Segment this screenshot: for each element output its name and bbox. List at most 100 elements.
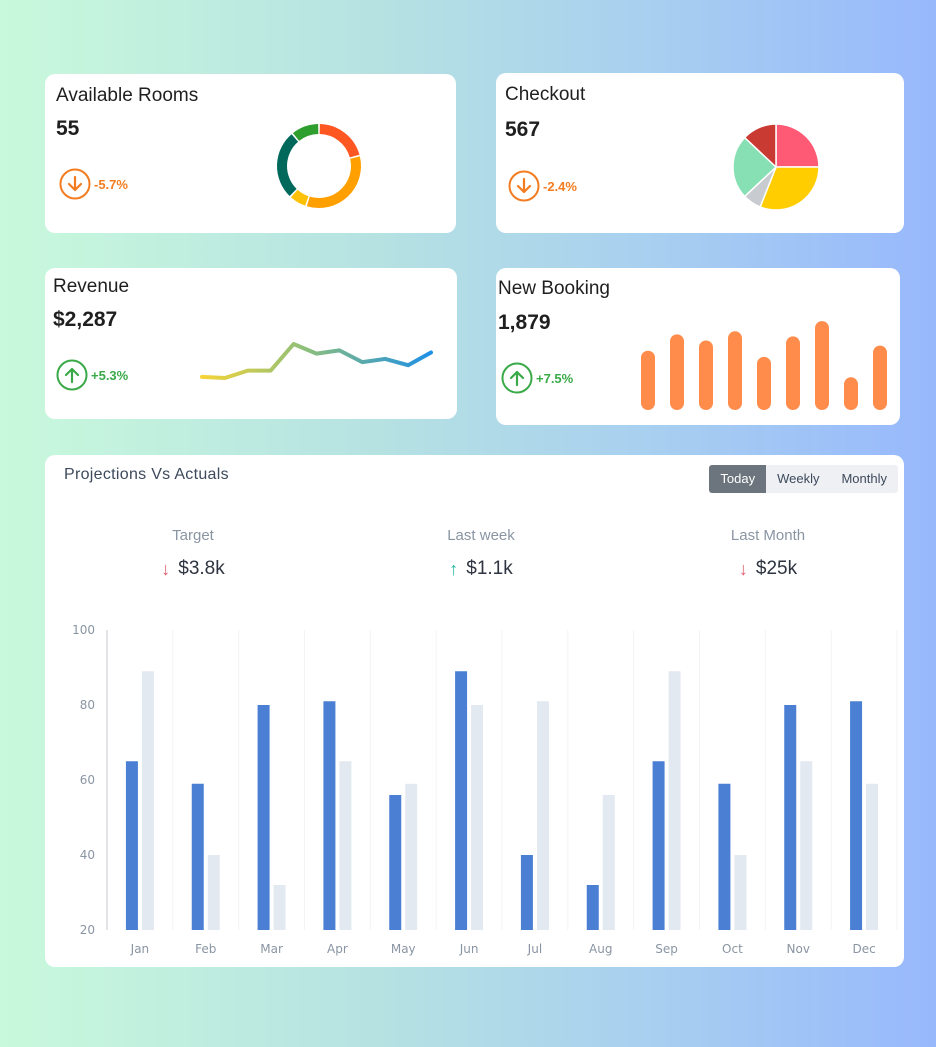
booking-bar-5 — [786, 336, 800, 410]
booking-bar-3 — [728, 331, 742, 410]
revenue-trend: +5.3% — [56, 359, 128, 391]
tab-weekly[interactable]: Weekly — [777, 471, 820, 486]
checkout-change: -2.4% — [543, 178, 577, 194]
metric-last-week: Last week ↑ $1.1k — [381, 527, 581, 580]
y-tick-label: 60 — [80, 773, 95, 787]
booking-bar-1 — [670, 334, 684, 410]
bar-series-0-oct — [718, 783, 731, 930]
projections-card: 20 40 60 80 100 Jan Feb Mar Apr May Jun Jul Aug Sep Oc… — [45, 455, 904, 967]
x-tick-label: Jan — [130, 942, 150, 956]
available-rooms-card: Available Rooms 55 -5.7% — [45, 74, 456, 233]
revenue-change: +5.3% — [91, 367, 129, 383]
arrow-up-icon: ↑ — [449, 559, 459, 579]
revenue-value: $2,287 — [53, 308, 118, 331]
metric-target-label: Target — [172, 527, 214, 544]
projections-bar-chart: 20 40 60 80 100 Jan Feb Mar Apr May Jun Jul Aug Sep Oc… — [72, 623, 898, 956]
bar-series-0-feb — [191, 783, 204, 930]
donut-segment-0 — [319, 124, 360, 158]
new-booking-value: 1,879 — [498, 311, 551, 334]
checkout-title: Checkout — [505, 84, 586, 105]
bar-series-1-jun — [471, 705, 484, 930]
pie-slice-3 — [732, 136, 778, 198]
x-tick-label: Nov — [787, 942, 810, 956]
booking-bar-8 — [873, 345, 887, 410]
donut-segment-2 — [290, 189, 309, 206]
x-tick-label: Apr — [327, 942, 348, 956]
booking-bar-6 — [815, 321, 829, 410]
bar-series-0-jan — [125, 761, 138, 930]
x-tick-label: Oct — [722, 942, 743, 956]
x-tick-label: Jul — [527, 942, 542, 956]
bar-series-1-nov — [800, 761, 813, 930]
donut-segment-4 — [292, 124, 319, 142]
y-tick-label: 20 — [80, 923, 95, 937]
bar-series-1-dec — [866, 783, 879, 930]
checkout-pie-chart — [732, 123, 820, 211]
checkout-card: Checkout 567 -2.4% — [496, 73, 904, 233]
bar-series-1-apr — [339, 761, 352, 930]
checkout-value: 567 — [505, 118, 541, 141]
metric-last-month-label: Last Month — [730, 527, 806, 544]
new-booking-title: New Booking — [498, 278, 610, 299]
metric-target: Target ↓ $3.8k — [93, 527, 293, 580]
revenue-card: Revenue $2,287 +5.3% — [45, 268, 457, 419]
booking-bar-7 — [844, 377, 858, 410]
bar-series-1-aug — [602, 795, 615, 930]
bar-series-0-apr — [323, 701, 336, 930]
booking-bar-4 — [757, 356, 771, 410]
new-booking-card: New Booking 1,879 +7.5% — [496, 268, 900, 425]
metric-last-week-label: Last week — [447, 527, 515, 544]
arrow-down-circle-icon — [59, 168, 91, 200]
bar-series-1-may — [405, 783, 418, 930]
bar-series-1-jul — [536, 701, 549, 930]
y-tick-label: 40 — [80, 848, 95, 862]
metric-last-week-value: $1.1k — [466, 558, 513, 579]
x-tick-label: Dec — [852, 942, 875, 956]
metric-target-value: $3.8k — [178, 558, 225, 579]
revenue-sparkline-chart — [200, 342, 433, 380]
bar-series-0-nov — [784, 705, 797, 930]
pie-slice-0 — [775, 123, 820, 168]
y-tick-label: 80 — [80, 698, 95, 712]
available-rooms-donut-chart — [277, 124, 361, 208]
booking-bar-0 — [641, 350, 655, 410]
new-booking-bar-chart — [641, 321, 887, 410]
bar-series-0-dec — [850, 701, 863, 930]
arrow-down-icon: ↓ — [738, 559, 748, 579]
x-tick-label: Jun — [459, 942, 479, 956]
new-booking-trend: +7.5% — [501, 362, 573, 394]
checkout-trend: -2.4% — [508, 170, 577, 202]
bar-series-0-jul — [520, 855, 533, 930]
bar-series-0-sep — [652, 761, 665, 930]
x-tick-label: May — [391, 942, 416, 956]
bar-series-0-mar — [257, 705, 270, 930]
donut-segment-1 — [306, 156, 361, 208]
bar-series-0-aug — [586, 885, 599, 930]
bar-series-1-oct — [734, 855, 747, 930]
tab-monthly[interactable]: Monthly — [841, 471, 887, 486]
x-tick-label: Feb — [195, 942, 216, 956]
pie-slice-1 — [759, 166, 820, 211]
projections-title: Projections Vs Actuals — [64, 466, 229, 483]
arrow-down-icon: ↓ — [161, 559, 171, 579]
arrow-up-circle-icon — [501, 362, 533, 394]
sparkline-series — [200, 342, 433, 380]
available-rooms-trend: -5.7% — [59, 168, 128, 200]
arrow-down-circle-icon — [508, 170, 540, 202]
tab-today[interactable]: Today — [709, 465, 767, 493]
x-tick-label: Sep — [655, 942, 678, 956]
metric-last-month-value: $25k — [755, 558, 798, 579]
pie-slice-4 — [743, 123, 777, 169]
revenue-title: Revenue — [53, 276, 130, 297]
new-booking-change: +7.5% — [536, 370, 574, 386]
bar-series-0-jun — [455, 671, 468, 930]
x-tick-label: Mar — [260, 942, 283, 956]
bar-series-0-may — [389, 795, 402, 930]
x-tick-label: Aug — [589, 942, 612, 956]
available-rooms-change: -5.7% — [94, 176, 128, 192]
bar-series-1-mar — [273, 885, 286, 930]
booking-bar-2 — [699, 340, 713, 410]
bar-series-1-sep — [668, 671, 681, 930]
available-rooms-value: 55 — [56, 117, 80, 140]
donut-segment-3 — [277, 134, 299, 197]
